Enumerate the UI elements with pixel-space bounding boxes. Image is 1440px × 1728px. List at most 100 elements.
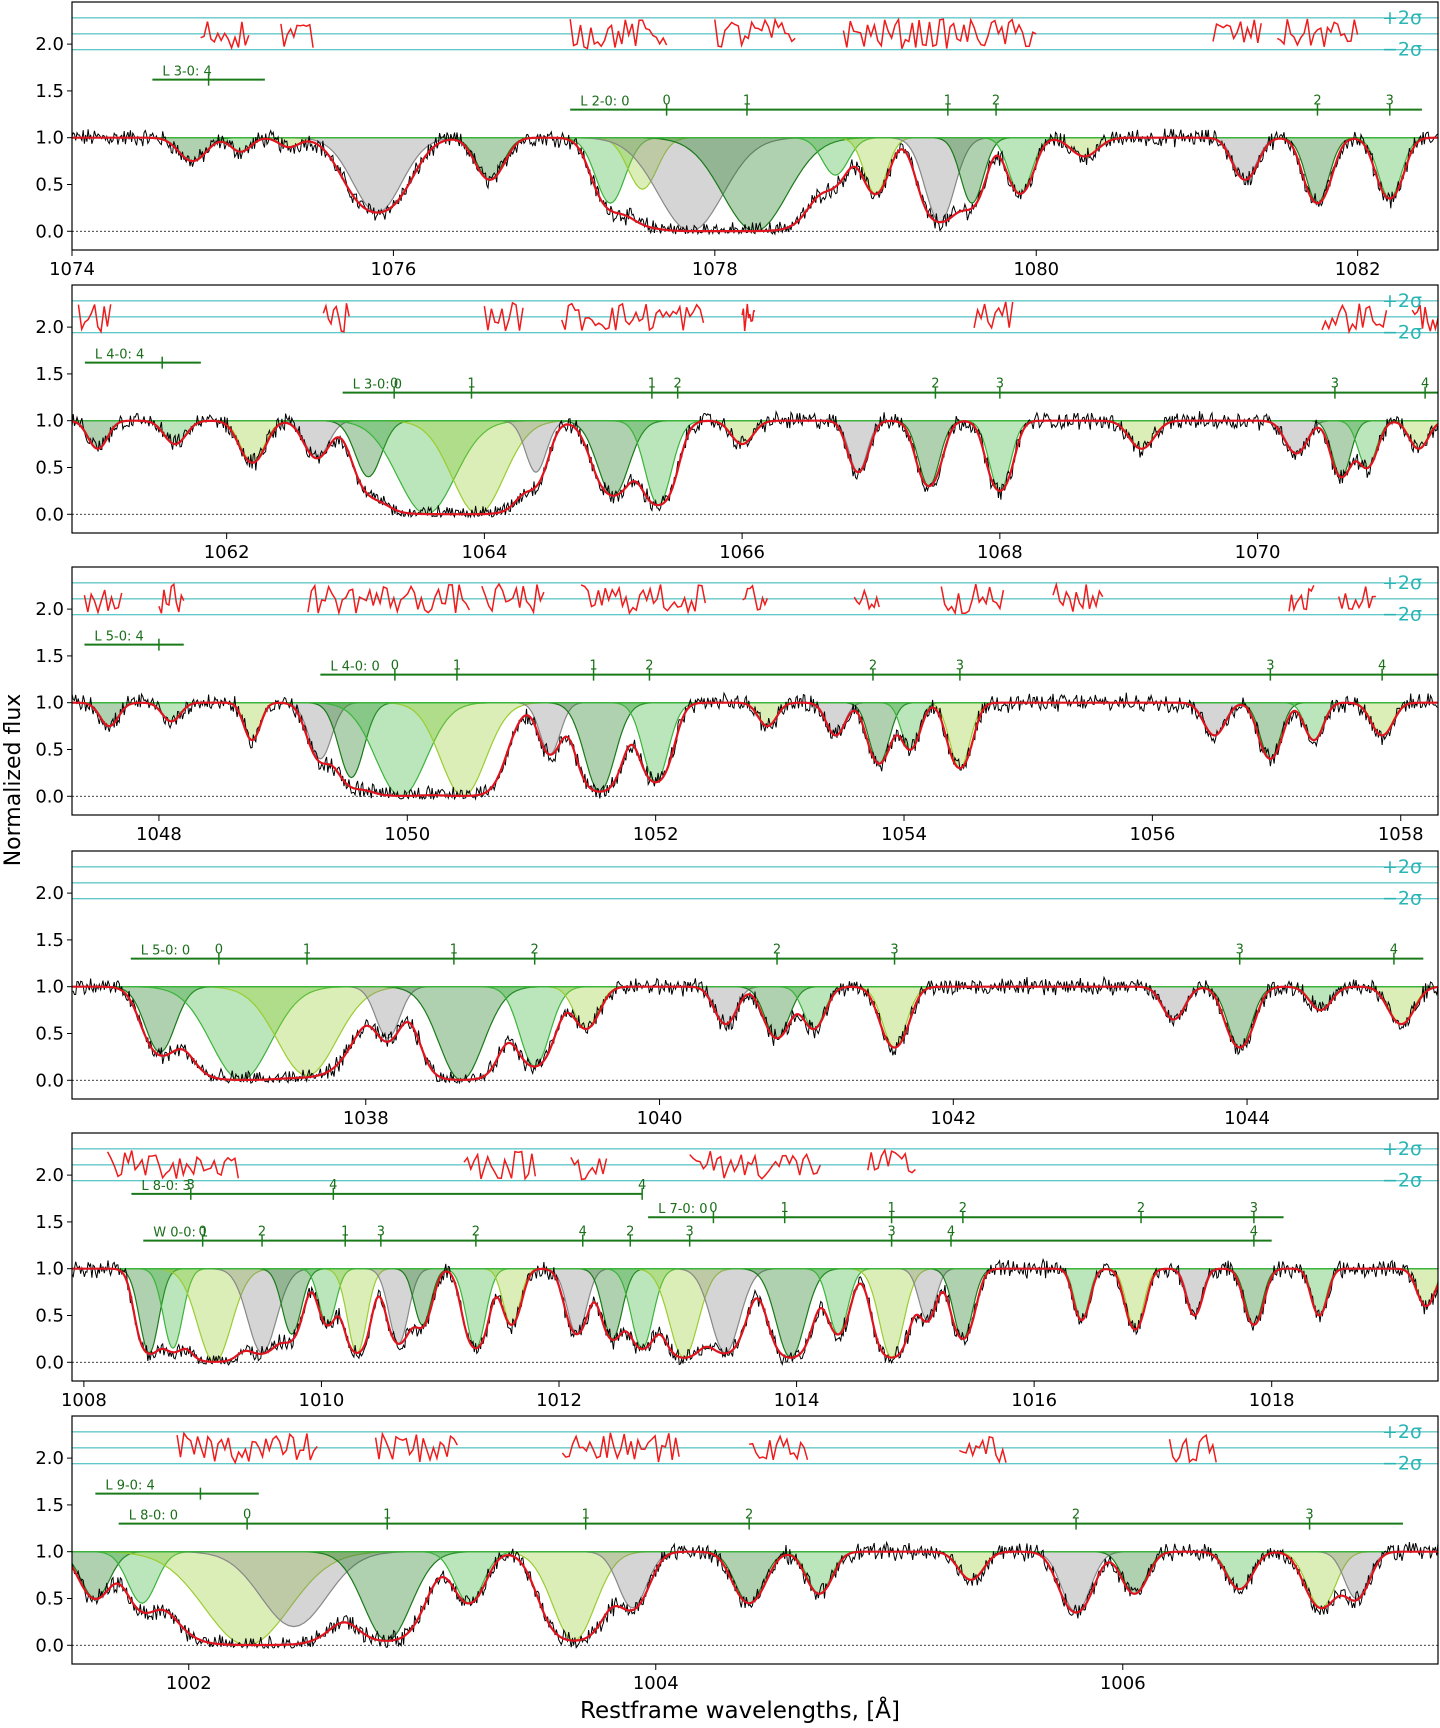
y-tick-label: 1.5 <box>35 81 64 102</box>
spectrum-panel-3: L 5-0: 4 L 4-0: 0 0 1 1 2 2 3 3 4 +2σ −2σ 0.0 0.5 1.0 1… <box>35 566 1439 845</box>
residual-segment <box>307 583 471 616</box>
panel-frame <box>71 566 1439 816</box>
residual-segment <box>842 17 1037 49</box>
line-set-tick-label: 4 <box>1390 943 1398 958</box>
y-tick-label: 2.0 <box>35 599 64 620</box>
x-tick-label: 1068 <box>977 542 1023 563</box>
residual-segment <box>200 21 250 51</box>
line-set-tick-label: 1 <box>589 659 597 674</box>
line-set-tick-label: 1 <box>743 94 751 109</box>
spectrum-panel-6: L 9-0: 4 L 8-0: 0 0 1 1 2 2 3 +2σ −2σ 0.0 0.5 1.0 1.5… <box>35 1415 1439 1694</box>
y-tick-label: 1.0 <box>35 1542 64 1563</box>
line-set-label: L 8-0: 3 <box>141 1179 190 1194</box>
line-set-tick-label: 1 <box>467 377 475 392</box>
line-set-tick-label: 3 <box>187 1178 195 1193</box>
x-tick-label: 1056 <box>1129 824 1175 845</box>
y-tick-label: 0.0 <box>35 1352 64 1373</box>
total-model-line <box>72 985 1438 1081</box>
line-set-label: L 4-0: 0 <box>330 660 379 675</box>
panel-plot-area: L 3-0: 4 L 2-0: 0 0 1 1 2 2 3 <box>72 17 1438 236</box>
line-set-tick-label: 0 <box>215 943 223 958</box>
residual-segment <box>1288 584 1315 613</box>
residual-segment <box>749 1434 809 1461</box>
total-model-line <box>72 136 1438 233</box>
x-tick-label: 1018 <box>1249 1390 1295 1411</box>
component-profile <box>877 420 981 487</box>
panel-frame <box>71 850 1439 1100</box>
line-set-tick-label: 3 <box>1331 377 1339 392</box>
residual-segment <box>481 582 545 615</box>
residual-segment <box>689 1151 821 1180</box>
y-tick-label: 1.0 <box>35 693 64 714</box>
observed-spectrum-line <box>72 975 1438 1085</box>
line-set-tick-label: 1 <box>944 94 952 109</box>
y-tick-label: 0.5 <box>35 1305 64 1326</box>
x-tick-label: 1080 <box>1013 259 1059 280</box>
sigma-minus-label: −2σ <box>1382 322 1422 344</box>
line-set-tick-label: 1 <box>450 943 458 958</box>
line-set-tick-label: 4 <box>638 1178 646 1193</box>
residual-segment <box>958 1435 1007 1464</box>
component-profile <box>123 420 227 445</box>
y-tick-label: 1.5 <box>35 930 64 951</box>
x-tick-label: 1064 <box>461 542 507 563</box>
sigma-minus-label: −2σ <box>1382 1170 1422 1192</box>
line-set-tick-label: 3 <box>1236 943 1244 958</box>
residual-segment <box>158 582 185 614</box>
line-set-tick-label: 3 <box>956 659 964 674</box>
line-set-label: L 4-0: 4 <box>95 348 144 363</box>
y-tick-label: 0.0 <box>35 786 64 807</box>
spectrum-panel-4: L 5-0: 0 0 1 1 2 2 3 3 4 +2σ −2σ 0.0 0.5 1.0 1.5 2.0 103… <box>35 850 1439 1129</box>
line-set-tick-label: 0 <box>709 1201 717 1216</box>
line-set-tick-label: 3 <box>890 943 898 958</box>
residual-segment <box>714 17 796 48</box>
residual-segment <box>483 301 524 331</box>
component-profile <box>1093 1268 1177 1331</box>
line-set-tick-label: 3 <box>1266 659 1274 674</box>
y-tick-label: 1.5 <box>35 1212 64 1233</box>
line-set-tick-label: 1 <box>582 1508 590 1523</box>
y-tick-label: 0.5 <box>35 1023 64 1044</box>
residual-segment <box>853 588 880 611</box>
x-tick-label: 1016 <box>1011 1390 1057 1411</box>
line-set-tick-label: 4 <box>1378 659 1386 674</box>
x-tick-label: 1014 <box>774 1390 820 1411</box>
line-set-tick-label: 1 <box>887 1201 895 1216</box>
sigma-plus-label: +2σ <box>1382 856 1422 878</box>
line-set-label: L 9-0: 4 <box>105 1479 154 1494</box>
spectrum-panel-2: L 4-0: 4 L 3-0: 00 1 1 2 2 3 3 4 +2σ −2σ 0.0 0.5 1.0 1… <box>35 284 1439 563</box>
line-set-tick-label: 3 <box>1250 1201 1258 1216</box>
residual-segment <box>83 589 123 615</box>
x-tick-label: 1082 <box>1335 259 1381 280</box>
x-tick-label: 1048 <box>136 824 182 845</box>
y-tick-label: 2.0 <box>35 1165 64 1186</box>
line-set-tick-label: 1 <box>453 659 461 674</box>
x-tick-label: 1012 <box>536 1390 582 1411</box>
x-tick-label: 1076 <box>371 259 417 280</box>
line-set-tick-label: 0 <box>662 94 670 109</box>
line-set-tick-label: 4 <box>579 1225 587 1240</box>
line-set-tick-label: 2 <box>931 377 939 392</box>
line-set-label: L 5-0: 4 <box>94 630 143 645</box>
x-tick-label: 1070 <box>1235 542 1281 563</box>
total-model-line <box>72 1550 1438 1647</box>
y-tick-label: 0.0 <box>35 504 64 525</box>
line-set-tick-label: 2 <box>626 1225 634 1240</box>
x-tick-label: 1004 <box>633 1673 679 1694</box>
residual-segment <box>741 303 756 332</box>
component-profile <box>813 420 904 473</box>
residual-segment <box>569 19 668 50</box>
line-set-label: L 5-0: 0 <box>141 944 190 959</box>
line-set-tick-label: 2 <box>745 1508 753 1523</box>
line-set-tick-label: 0 <box>243 1508 251 1523</box>
line-set-tick-label: 2 <box>472 1225 480 1240</box>
residual-segment <box>322 303 350 333</box>
x-tick-label: 1040 <box>637 1108 683 1129</box>
line-set-tick-label: 1 <box>648 377 656 392</box>
panel-plot-area: L 8-0: 33 4 4L 7-0: 0 0 1 1 2 2 3W 0-0: 10 2 1 3 2 4 2… <box>72 1148 1438 1367</box>
x-tick-label: 1050 <box>384 824 430 845</box>
residual-segment <box>176 1431 318 1465</box>
residual-segment <box>560 302 705 332</box>
line-set-tick-label: 2 <box>531 943 539 958</box>
